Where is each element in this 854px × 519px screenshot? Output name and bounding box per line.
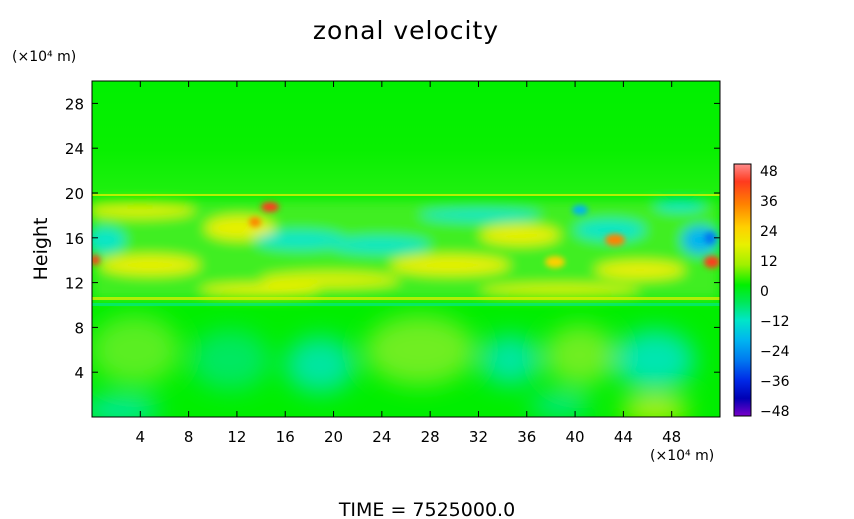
- x-tick-label: 20: [324, 428, 343, 446]
- x-tick-label: 12: [227, 428, 246, 446]
- y-tick-label: 4: [74, 364, 84, 382]
- x-tick-label: 36: [517, 428, 536, 446]
- y-tick-label: 8: [74, 319, 84, 337]
- x-tick-label: 16: [276, 428, 295, 446]
- x-tick-label: 8: [184, 428, 194, 446]
- y-tick-label: 24: [65, 140, 84, 158]
- y-tick-label: 20: [65, 185, 84, 203]
- y-tick-label: 12: [65, 275, 84, 293]
- colorbar-tick-label: 12: [760, 254, 778, 270]
- colorbar-tick-label: −12: [760, 314, 790, 330]
- x-tick-label: 44: [614, 428, 633, 446]
- colorbar-tick-label: −36: [760, 374, 790, 390]
- x-tick-label: 48: [662, 428, 681, 446]
- colorbar-tick-label: 0: [760, 284, 769, 300]
- y-axis-label: Height: [30, 218, 52, 281]
- colorbar-tick-label: 24: [760, 224, 778, 240]
- colorbar-tick-label: −24: [760, 344, 790, 360]
- x-tick-label: 24: [372, 428, 391, 446]
- colorbar-labels: 48 36 24 12 0 −12 −24 −36 −48: [760, 164, 790, 420]
- y-tick-label: 16: [65, 230, 84, 248]
- colorbar-tick-label: 48: [760, 164, 778, 180]
- colorbar-tick-label: 36: [760, 194, 778, 210]
- y-axis-unit: (×10⁴ m): [12, 49, 76, 65]
- x-axis-unit: (×10⁴ m): [650, 448, 714, 464]
- x-tick-label: 32: [469, 428, 488, 446]
- time-footer: TIME = 7525000.0: [338, 499, 515, 519]
- y-tick-label: 28: [65, 95, 84, 113]
- colorbar: [733, 163, 752, 417]
- x-tick-label: 28: [421, 428, 440, 446]
- chart-title: zonal velocity: [313, 16, 499, 45]
- plot-frame: [91, 80, 721, 418]
- colorbar-tick-label: −48: [760, 404, 790, 420]
- x-tick-label: 40: [566, 428, 585, 446]
- heatmap-field: [92, 81, 720, 417]
- x-tick-label: 4: [136, 428, 146, 446]
